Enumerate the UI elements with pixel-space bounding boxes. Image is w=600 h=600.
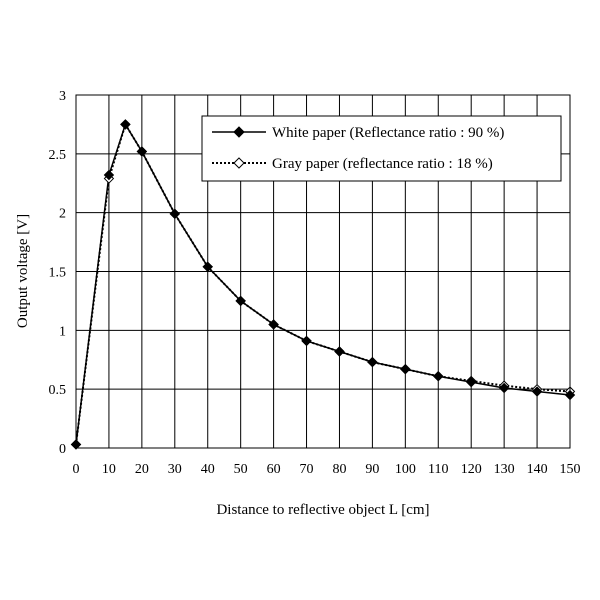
data-point-series-0 bbox=[433, 371, 444, 382]
x-tick-label: 50 bbox=[234, 462, 248, 477]
data-point-series-0 bbox=[465, 376, 477, 388]
legend-marker-gray bbox=[233, 157, 245, 169]
legend-marker-white bbox=[233, 126, 245, 138]
y-tick-label: 2 bbox=[59, 207, 66, 222]
x-tick-label: 110 bbox=[428, 462, 448, 477]
y-axis-title: Output voltage [V] bbox=[15, 214, 31, 328]
data-point-series-0 bbox=[334, 346, 345, 357]
x-tick-label: 60 bbox=[267, 462, 281, 477]
x-tick-label: 70 bbox=[300, 462, 314, 477]
data-point-series-0 bbox=[136, 146, 148, 157]
y-tick-label: 0.5 bbox=[49, 383, 67, 398]
x-tick-label: 130 bbox=[494, 462, 515, 477]
data-point-series-0 bbox=[400, 363, 411, 375]
data-point-series-0 bbox=[169, 208, 181, 220]
x-tick-label: 10 bbox=[102, 462, 116, 477]
plot-frame bbox=[75, 94, 571, 449]
x-tick-label: 0 bbox=[73, 462, 80, 477]
data-point-series-0 bbox=[367, 356, 378, 368]
data-point-series-0 bbox=[498, 382, 510, 394]
legend-label-white: White paper (Reflectance ratio : 90 %) bbox=[272, 125, 504, 141]
data-point-series-0 bbox=[301, 335, 312, 347]
y-tick-label: 1 bbox=[59, 324, 66, 339]
x-axis-title: Distance to reflective object L [cm] bbox=[216, 502, 429, 518]
x-tick-label: 140 bbox=[527, 462, 548, 477]
y-tick-label: 2.5 bbox=[49, 148, 67, 163]
y-tick-label: 1.5 bbox=[49, 266, 67, 281]
data-point-series-0 bbox=[235, 295, 246, 307]
data-point-series-0 bbox=[103, 169, 115, 181]
x-tick-label: 120 bbox=[461, 462, 482, 477]
y-tick-label: 0 bbox=[59, 442, 66, 457]
x-tick-label: 40 bbox=[201, 462, 215, 477]
x-tick-label: 80 bbox=[332, 462, 346, 477]
x-tick-label: 100 bbox=[395, 462, 416, 477]
legend: White paper (Reflectance ratio : 90 %) G… bbox=[201, 115, 562, 182]
data-point-series-0 bbox=[120, 119, 131, 130]
x-tick-labels: 0 10 20 30 40 50 60 70 80 90 100 110 120 130 140 150 bbox=[73, 462, 581, 477]
data-point-series-0 bbox=[202, 261, 213, 273]
x-tick-label: 90 bbox=[365, 462, 379, 477]
x-tick-label: 20 bbox=[135, 462, 149, 477]
legend-label-gray: Gray paper (reflectance ratio : 18 %) bbox=[272, 156, 493, 172]
data-point-series-0 bbox=[268, 319, 279, 330]
series-group bbox=[70, 119, 576, 450]
x-tick-label: 150 bbox=[560, 462, 581, 477]
y-tick-label: 3 bbox=[59, 89, 66, 104]
legend-box bbox=[201, 115, 562, 182]
data-point-series-0 bbox=[531, 386, 543, 397]
y-tick-labels: 0 0.5 1 1.5 2 2.5 3 bbox=[49, 89, 67, 457]
x-tick-label: 30 bbox=[168, 462, 182, 477]
